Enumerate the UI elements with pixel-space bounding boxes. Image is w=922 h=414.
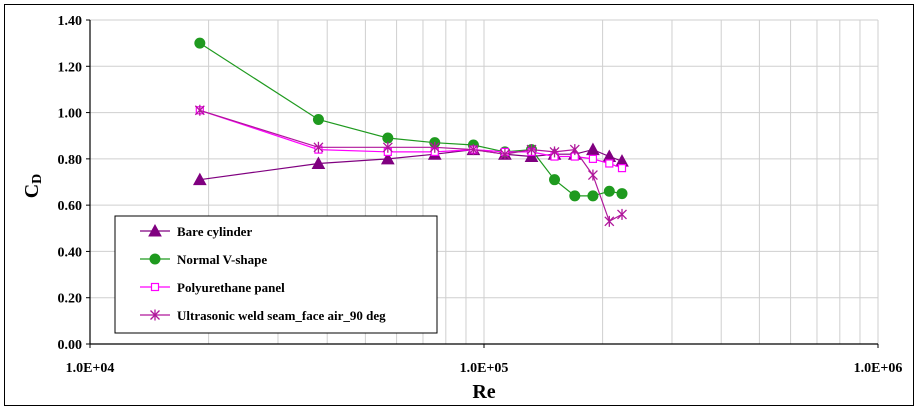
data-point xyxy=(617,208,627,220)
series-line xyxy=(199,109,623,223)
legend-marker xyxy=(149,253,161,265)
y-tick-label: 1.20 xyxy=(58,60,83,75)
data-point xyxy=(617,164,627,173)
data-point xyxy=(382,141,393,153)
data-point xyxy=(429,141,440,153)
data-point xyxy=(569,144,580,156)
legend-marker xyxy=(150,282,160,292)
y-tick-label: 1.00 xyxy=(58,107,83,122)
y-axis-title: CD xyxy=(21,174,45,199)
y-tick-label: 0.40 xyxy=(58,245,83,260)
data-point xyxy=(569,190,581,202)
axis-layer: 0.00 0.20 0.40 0.60 0.80 1.00 1.20 1.40 1.0E+04 1… xyxy=(58,14,903,376)
x-tick-label: 1.0E+04 xyxy=(66,361,115,376)
data-point xyxy=(588,154,598,163)
data-point xyxy=(605,159,614,168)
data-point xyxy=(312,114,324,126)
x-tick-label: 1.0E+06 xyxy=(854,361,903,376)
data-point xyxy=(194,37,206,49)
legend-marker xyxy=(148,223,162,237)
y-tick-label: 0.80 xyxy=(58,153,83,168)
legend-label: Bare cylinder xyxy=(177,224,252,239)
legend-item: Normal V-shape xyxy=(140,252,267,267)
x-tick-label: 1.0E+05 xyxy=(460,361,509,376)
data-point xyxy=(194,104,205,116)
data-point xyxy=(192,172,207,186)
legend: Bare cylinder Normal V-shape Polyurethane … xyxy=(114,215,438,334)
data-point xyxy=(586,142,600,156)
legend-item: Polyurethane panel xyxy=(140,280,285,295)
data-point xyxy=(468,144,479,156)
data-point xyxy=(604,215,615,227)
y-axis-title-sub: D xyxy=(30,174,45,184)
data-point xyxy=(524,149,539,163)
legend-marker xyxy=(150,309,160,321)
data-point xyxy=(587,190,599,202)
data-point xyxy=(380,151,395,165)
y-tick-label: 0.20 xyxy=(58,292,83,307)
data-point xyxy=(549,146,560,158)
legend-box xyxy=(114,215,438,334)
data-point xyxy=(311,156,326,169)
y-tick-label: 1.40 xyxy=(58,14,83,29)
data-point xyxy=(382,132,394,144)
series-3 xyxy=(194,104,627,227)
y-tick-label: 0.00 xyxy=(58,338,83,353)
x-axis-title: Re xyxy=(472,381,495,403)
legend-label: Polyurethane panel xyxy=(177,280,285,295)
legend-label: Ultrasonic weld seam_face air_90 deg xyxy=(177,308,386,323)
series-layer xyxy=(192,37,629,227)
legend-item: Bare cylinder xyxy=(140,223,252,239)
y-tick-label: 0.60 xyxy=(58,199,83,214)
y-axis-title-main: C xyxy=(21,184,43,198)
data-point xyxy=(526,144,537,156)
legend-item: Ultrasonic weld seam_face air_90 deg xyxy=(140,308,386,323)
data-point xyxy=(603,185,615,197)
data-point xyxy=(499,148,510,160)
data-point xyxy=(549,174,561,186)
legend-label: Normal V-shape xyxy=(177,252,267,267)
data-point xyxy=(313,141,324,153)
data-point xyxy=(587,169,598,181)
data-point xyxy=(616,188,628,200)
